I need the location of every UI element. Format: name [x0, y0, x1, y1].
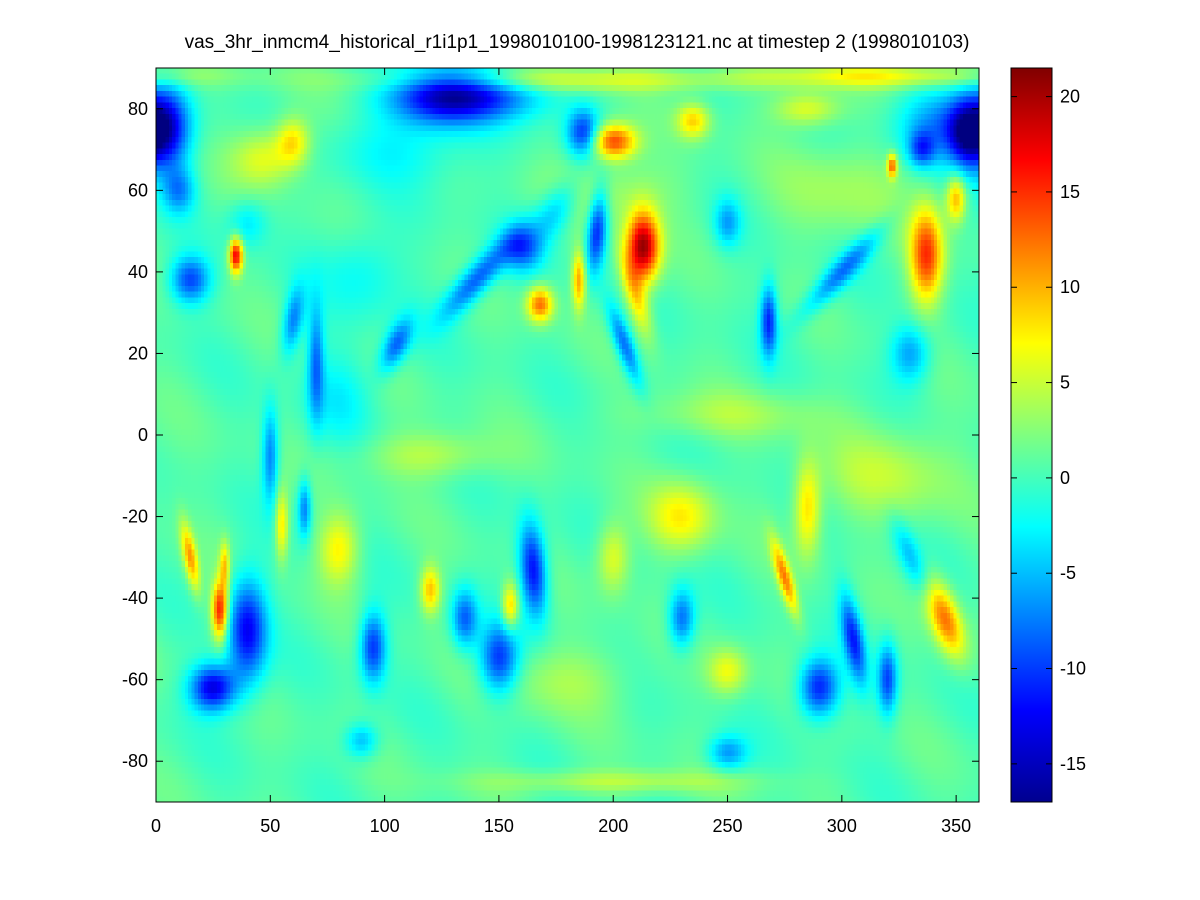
- x-tick-label: 250: [713, 816, 743, 836]
- colorbar-gradient: [1011, 68, 1052, 802]
- y-tick-label: 20: [128, 343, 148, 363]
- y-tick-label: -80: [122, 751, 148, 771]
- x-tick-label: 150: [484, 816, 514, 836]
- colorbar-tick-label: 15: [1060, 182, 1080, 202]
- y-tick-label: -20: [122, 507, 148, 527]
- colorbar-ticks: -15 -10 -5 0 5 10 15 20: [1011, 87, 1086, 774]
- y-tick-label: 40: [128, 262, 148, 282]
- x-tick-label: 100: [370, 816, 400, 836]
- heatmap-plot-area: [155, 67, 980, 803]
- y-tick-label: 0: [138, 425, 148, 445]
- colorbar-tick-label: 5: [1060, 373, 1070, 393]
- x-tick-label: 50: [260, 816, 280, 836]
- heatmap-field: [156, 68, 979, 802]
- colorbar-tick-label: 20: [1060, 87, 1080, 107]
- y-tick-label: 80: [128, 99, 148, 119]
- y-tick-label: -40: [122, 588, 148, 608]
- colorbar-tick-label: 0: [1060, 468, 1070, 488]
- x-tick-label: 0: [151, 816, 161, 836]
- colorbar-frame: [1010, 67, 1053, 803]
- chart-title: vas_3hr_inmcm4_historical_r1i1p1_1998010…: [185, 32, 970, 53]
- colorbar-tick-label: -10: [1060, 659, 1086, 679]
- x-tick-label: 300: [827, 816, 857, 836]
- colorbar: -15 -10 -5 0 5 10 15 20: [1010, 67, 1086, 803]
- x-axis: 0 50 100 150 200 250 300 350: [151, 68, 971, 836]
- x-tick-label: 350: [941, 816, 971, 836]
- y-tick-label: -60: [122, 670, 148, 690]
- y-tick-label: 60: [128, 180, 148, 200]
- x-tick-label: 200: [598, 816, 628, 836]
- colorbar-tick-label: -15: [1060, 754, 1086, 774]
- colorbar-tick-label: -5: [1060, 563, 1076, 583]
- y-axis: -80 -60 -40 -20 0 20 40 60 80: [122, 99, 979, 771]
- colorbar-tick-label: 10: [1060, 277, 1080, 297]
